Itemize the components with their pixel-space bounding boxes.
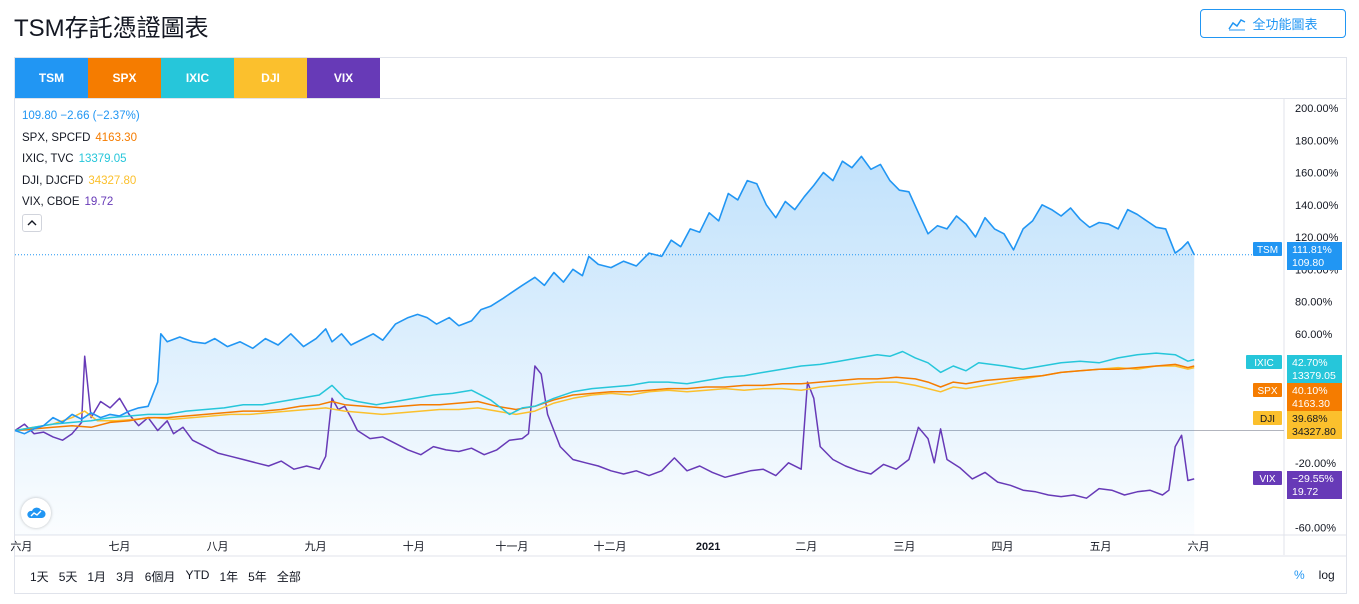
- axis-name-vix: VIX: [1259, 474, 1275, 485]
- y-tick-label: 180.00%: [1295, 135, 1339, 147]
- y-tick-label: 160.00%: [1295, 168, 1339, 180]
- x-tick-label: 八月: [207, 541, 229, 553]
- axis-label-ixic: IXIC 42.70%13379.05: [1246, 355, 1342, 383]
- series-line-vix: [14, 355, 1195, 499]
- tab-tsm[interactable]: TSM: [15, 58, 88, 98]
- x-tick-label: 四月: [991, 541, 1013, 553]
- symbol-tabs: TSM SPX IXIC DJI VIX: [15, 58, 380, 98]
- y-tick-label: 140.00%: [1295, 200, 1339, 212]
- axis-pct-spx: 40.10%: [1292, 385, 1328, 397]
- axis-pct-vix: −29.55%: [1292, 473, 1334, 485]
- tab-dji[interactable]: DJI: [234, 58, 307, 98]
- x-tick-label: 六月: [1188, 540, 1210, 553]
- x-tick-label: 二月: [795, 541, 817, 553]
- axis-value-spx: 4163.30: [1292, 398, 1330, 410]
- y-tick-label: -60.00%: [1295, 522, 1336, 534]
- legend-value-tsm: 109.80 −2.66 (−2.37%): [22, 110, 140, 122]
- legend-row-ixic: IXIC, TVC 13379.05: [22, 149, 140, 171]
- full-chart-button[interactable]: 全功能圖表: [1200, 9, 1346, 38]
- page-title: TSM存託憑證圖表: [14, 15, 209, 42]
- legend-row-vix: VIX, CBOE 19.72: [22, 192, 140, 214]
- axis-name-ixic: IXIC: [1254, 358, 1273, 369]
- percent-scale-toggle[interactable]: %: [1294, 568, 1305, 582]
- tab-vix[interactable]: VIX: [307, 58, 380, 98]
- range-3m[interactable]: 3月: [116, 570, 135, 584]
- range-1y[interactable]: 1年: [219, 570, 239, 584]
- range-all[interactable]: 全部: [276, 570, 301, 584]
- y-tick-label: 80.00%: [1295, 297, 1333, 309]
- range-6m[interactable]: 6個月: [144, 570, 176, 584]
- axis-pct-ixic: 42.70%: [1292, 357, 1328, 369]
- legend-row-spx: SPX, SPCFD 4163.30: [22, 128, 140, 150]
- legend-value-ixic: 13379.05: [78, 153, 127, 165]
- axis-value-ixic: 13379.05: [1292, 370, 1336, 382]
- legend-value-dji: 34327.80: [88, 174, 137, 187]
- x-tick-label: 六月: [10, 540, 32, 553]
- legend-collapse-button[interactable]: [22, 214, 42, 232]
- axis-label-vix: VIX −29.55%19.72: [1253, 471, 1342, 499]
- range-1m[interactable]: 1月: [87, 570, 107, 584]
- series-line-tsm: [14, 155, 1195, 435]
- axis-value-dji: 34327.80: [1292, 426, 1336, 438]
- y-tick-label: -20.00%: [1295, 458, 1336, 470]
- tab-ixic[interactable]: IXIC: [161, 58, 234, 98]
- cloud-logo-icon: [27, 507, 46, 518]
- axis-name-spx: SPX: [1257, 386, 1277, 397]
- x-tick-label: 十二月: [594, 539, 627, 553]
- full-chart-label: 全功能圖表: [1252, 17, 1318, 32]
- axis-name-dji: DJI: [1260, 414, 1275, 425]
- tsm-area-fill: [15, 156, 1195, 535]
- scale-options: % log: [1294, 568, 1335, 582]
- axis-pct-tsm: 111.81%: [1292, 244, 1332, 256]
- x-tick-label: 七月: [108, 540, 130, 553]
- range-5d[interactable]: 5天: [58, 570, 78, 584]
- legend-row-tsm: 109.80 −2.66 (−2.37%): [22, 106, 140, 128]
- x-tick-label: 三月: [893, 541, 915, 553]
- axis-value-tsm: 109.80: [1292, 257, 1324, 269]
- series-line-ixic: [14, 350, 1195, 432]
- axis-pct-dji: 39.68%: [1292, 413, 1328, 425]
- tab-spx[interactable]: SPX: [88, 58, 161, 98]
- axis-label-dji: DJI 39.68%34327.80: [1253, 411, 1342, 439]
- legend-label-dji: DJI, DJCFD: [22, 174, 84, 187]
- chart-line-icon: [1228, 18, 1246, 30]
- x-tick-label: 十月: [403, 539, 425, 553]
- log-scale-toggle[interactable]: log: [1318, 568, 1335, 582]
- y-tick-label: 200.00%: [1295, 103, 1339, 115]
- date-range-bar: 1天 5天 1月 3月 6個月 YTD 1年 5年 全部: [30, 568, 301, 585]
- range-5y[interactable]: 5年: [248, 570, 267, 584]
- legend-label-spx: SPX, SPCFD: [22, 131, 91, 144]
- legend-value-vix: 19.72: [84, 196, 114, 208]
- legend-value-spx: 4163.30: [95, 131, 137, 144]
- legend-row-dji: DJI, DJCFD 34327.80: [22, 171, 140, 193]
- axis-label-spx: SPX 40.10%4163.30: [1253, 383, 1342, 411]
- y-tick-label: 60.00%: [1295, 329, 1333, 341]
- legend-label-ixic: IXIC, TVC: [22, 153, 74, 165]
- axis-value-vix: 19.72: [1292, 486, 1318, 498]
- range-1d[interactable]: 1天: [30, 570, 49, 584]
- y-tick-label: 120.00%: [1295, 232, 1339, 244]
- legend-label-vix: VIX, CBOE: [22, 196, 80, 208]
- x-tick-label: 五月: [1090, 541, 1112, 553]
- chart-widget: [14, 57, 1347, 594]
- axis-label-tsm: TSM 111.81%109.80: [1253, 242, 1342, 270]
- axis-name-tsm: TSM: [1257, 245, 1278, 256]
- series-line-dji: [14, 365, 1195, 432]
- x-tick-label: 九月: [305, 540, 327, 553]
- x-tick-label: 2021: [696, 541, 720, 553]
- chart-legend: 109.80 −2.66 (−2.37%) SPX, SPCFD 4163.30 …: [22, 106, 140, 214]
- chevron-up-icon: [27, 220, 37, 226]
- series-line-spx: [14, 363, 1195, 432]
- x-tick-label: 十一月: [495, 539, 528, 553]
- tradingview-logo[interactable]: [21, 498, 51, 528]
- tabs-divider: [15, 98, 1346, 99]
- range-ytd[interactable]: YTD: [185, 568, 210, 582]
